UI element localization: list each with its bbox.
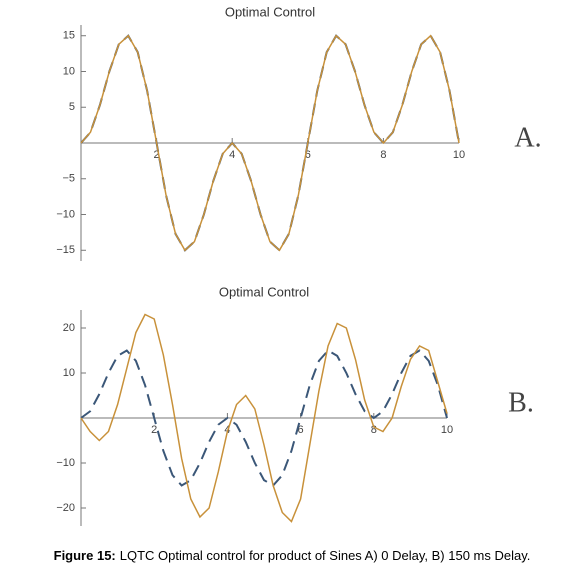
- x-tick-label: 2: [154, 149, 160, 161]
- y-tick-label: −5: [62, 173, 75, 185]
- x-tick-label: 10: [453, 149, 465, 161]
- y-tick-label: 15: [63, 30, 75, 42]
- y-tick-label: 5: [69, 101, 75, 113]
- x-tick-label: 8: [371, 424, 377, 436]
- y-tick-label: 20: [63, 322, 75, 334]
- series-line: [80, 313, 448, 523]
- y-tick-label: −15: [56, 244, 75, 256]
- panel-label: A.: [514, 122, 541, 153]
- x-tick-label: 8: [380, 149, 386, 161]
- series-line: [80, 34, 460, 252]
- y-tick-label: 10: [63, 65, 75, 77]
- y-tick-label: −20: [56, 502, 75, 514]
- figure: Optimal Control A. −15 −10 −5 5 10 15 2 4 6 8 10 Opti…: [56, 4, 542, 526]
- y-tick-label: 10: [63, 367, 75, 379]
- caption-label: Figure 15:: [53, 548, 116, 563]
- caption: Figure 15: LQTC Optimal control for produ…: [0, 548, 584, 563]
- chart-title: Optimal Control: [225, 4, 315, 19]
- x-tick-label: 6: [305, 149, 311, 161]
- panel-label: B.: [508, 387, 534, 418]
- x-tick-label: 2: [151, 424, 157, 436]
- x-tick-label: 10: [441, 424, 453, 436]
- y-tick-label: −10: [56, 457, 75, 469]
- caption-text: LQTC Optimal control for product of Sine…: [119, 548, 531, 563]
- series-line: [80, 349, 448, 487]
- x-tick-label: 4: [229, 149, 235, 161]
- y-tick-label: −10: [56, 208, 75, 220]
- chart-title: Optimal Control: [219, 284, 309, 299]
- x-tick-label: 6: [298, 424, 304, 436]
